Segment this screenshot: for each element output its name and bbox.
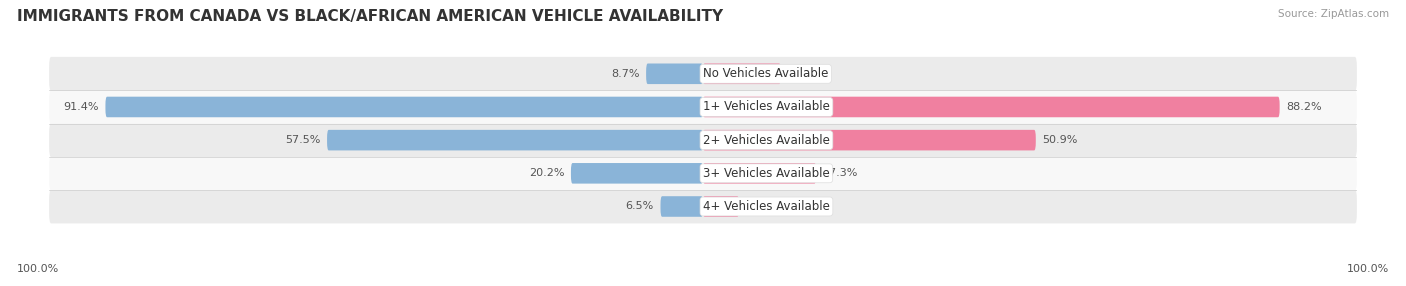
FancyBboxPatch shape [328,130,703,150]
Text: 20.2%: 20.2% [529,168,564,178]
Text: 5.5%: 5.5% [745,202,773,211]
Text: 88.2%: 88.2% [1286,102,1322,112]
Text: 17.3%: 17.3% [823,168,858,178]
FancyBboxPatch shape [703,130,1036,150]
Text: 11.9%: 11.9% [787,69,823,79]
Legend: Immigrants from Canada, Black/African American: Immigrants from Canada, Black/African Am… [544,285,862,286]
Text: 57.5%: 57.5% [285,135,321,145]
Text: No Vehicles Available: No Vehicles Available [703,67,828,80]
Text: 8.7%: 8.7% [612,69,640,79]
Text: 6.5%: 6.5% [626,202,654,211]
Text: 2+ Vehicles Available: 2+ Vehicles Available [703,134,830,147]
FancyBboxPatch shape [703,163,815,184]
FancyBboxPatch shape [49,156,1357,190]
Text: IMMIGRANTS FROM CANADA VS BLACK/AFRICAN AMERICAN VEHICLE AVAILABILITY: IMMIGRANTS FROM CANADA VS BLACK/AFRICAN … [17,9,723,23]
Text: 100.0%: 100.0% [17,264,59,274]
Text: 3+ Vehicles Available: 3+ Vehicles Available [703,167,830,180]
Text: 4+ Vehicles Available: 4+ Vehicles Available [703,200,830,213]
Text: 50.9%: 50.9% [1042,135,1077,145]
FancyBboxPatch shape [703,97,1279,117]
FancyBboxPatch shape [661,196,703,217]
FancyBboxPatch shape [49,190,1357,223]
FancyBboxPatch shape [49,57,1357,91]
FancyBboxPatch shape [703,63,780,84]
FancyBboxPatch shape [49,123,1357,157]
FancyBboxPatch shape [49,90,1357,124]
Text: 100.0%: 100.0% [1347,264,1389,274]
Text: 91.4%: 91.4% [63,102,98,112]
FancyBboxPatch shape [105,97,703,117]
Text: Source: ZipAtlas.com: Source: ZipAtlas.com [1278,9,1389,19]
FancyBboxPatch shape [703,196,740,217]
Text: 1+ Vehicles Available: 1+ Vehicles Available [703,100,830,114]
FancyBboxPatch shape [647,63,703,84]
FancyBboxPatch shape [571,163,703,184]
